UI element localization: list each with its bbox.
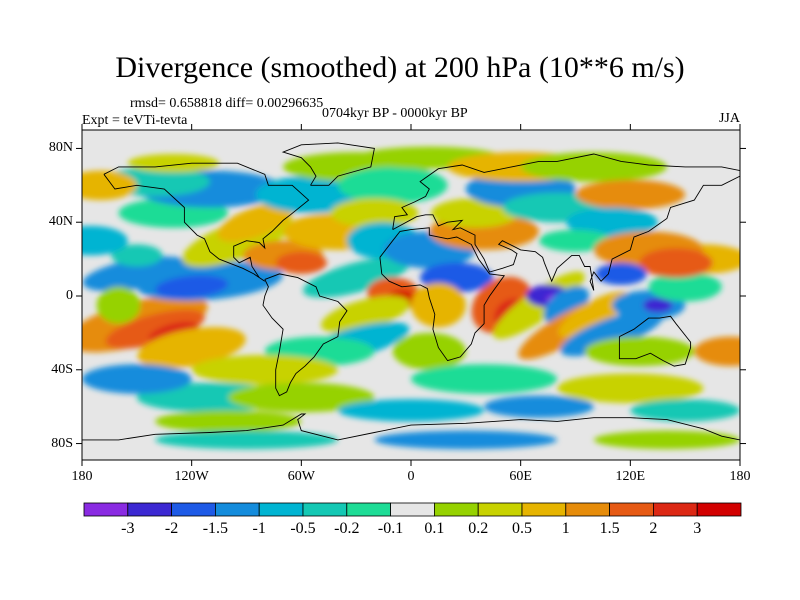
colorbar-label: 0.2 xyxy=(468,520,489,537)
divergence-blob xyxy=(337,399,485,422)
colorbar-label: 0.1 xyxy=(424,520,445,537)
colorbar-swatch xyxy=(653,502,698,517)
coastline-south-america xyxy=(262,273,348,397)
coastline-north-america xyxy=(103,162,310,282)
divergence-blob xyxy=(321,295,410,333)
coastlines xyxy=(82,142,740,441)
colorbar-swatch xyxy=(258,502,304,517)
divergence-blob xyxy=(630,399,740,422)
divergence-blob xyxy=(217,202,294,242)
period-label: 0704kyr BP - 0000kyr BP xyxy=(322,106,468,121)
divergence-blob xyxy=(228,382,375,413)
lat-tick-label: 80S xyxy=(51,435,73,451)
coastline-eurasia xyxy=(392,153,740,291)
colorbar-label: -2 xyxy=(164,520,179,537)
colorbar-swatch xyxy=(214,502,260,517)
divergence-blob xyxy=(155,275,229,299)
coastline-greenland xyxy=(281,142,375,186)
statistics-label: rmsd= 0.658818 diff= 0.00296635 xyxy=(130,96,324,111)
colorbar-swatch xyxy=(609,502,654,517)
divergence-blob xyxy=(558,291,630,338)
colorbar-swatch xyxy=(127,502,173,517)
divergence-blob xyxy=(82,364,192,394)
colorbar-swatch xyxy=(171,502,216,517)
divergence-blob xyxy=(643,297,673,313)
lon-tick-label: 60E xyxy=(509,469,532,484)
divergence-blob xyxy=(275,251,327,274)
divergence-blob xyxy=(595,262,647,285)
divergence-blob xyxy=(484,395,594,418)
divergence-blob xyxy=(648,272,722,302)
divergence-blob xyxy=(520,152,667,182)
colorbar-swatch xyxy=(346,502,391,517)
divergence-blob xyxy=(105,309,205,349)
divergence-blob xyxy=(155,410,302,433)
map-title: Divergence (smoothed) at 200 hPa (10**6 … xyxy=(115,51,685,84)
divergence-blob xyxy=(82,170,137,201)
divergence-blob xyxy=(584,336,695,367)
divergence-blob xyxy=(560,309,664,357)
lat-tick-label: 40N xyxy=(48,214,73,230)
lon-tick-label: 120E xyxy=(615,469,646,484)
divergence-field xyxy=(82,130,740,460)
divergence-blob xyxy=(155,430,338,450)
axis-ticks xyxy=(76,124,746,466)
divergence-blob xyxy=(538,229,613,252)
colorbar-label: 1 xyxy=(561,520,570,537)
colorbar-swatch xyxy=(390,502,435,517)
lon-tick-label: 60W xyxy=(287,469,315,484)
colorbar-swatch xyxy=(83,502,129,517)
divergence-blob xyxy=(191,355,338,385)
coastline-antarctica xyxy=(82,413,740,441)
divergence-blob xyxy=(411,364,558,394)
colorbar xyxy=(83,502,742,517)
divergence-blob xyxy=(639,248,713,278)
season-label: JJA xyxy=(718,111,740,126)
divergence-blob xyxy=(111,244,163,267)
divergence-blob xyxy=(411,283,466,328)
colorbar-label: -0.5 xyxy=(290,520,316,537)
coastline-australia xyxy=(618,315,692,367)
colorbar-swatch xyxy=(521,502,567,517)
divergence-blob xyxy=(82,225,128,256)
colorbar-swatch xyxy=(477,502,523,517)
colorbar-label: -1.5 xyxy=(202,520,229,537)
divergence-blob xyxy=(303,257,410,298)
lon-tick-label: 0 xyxy=(407,469,415,484)
divergence-blob xyxy=(392,332,466,370)
colorbar-label: -0.2 xyxy=(334,520,360,537)
colorbar-label: 0.5 xyxy=(512,520,532,537)
colorbar-label: 1.5 xyxy=(599,520,620,537)
colorbar-label: -1 xyxy=(252,520,266,537)
experiment-label: Expt = teVTi-tevta xyxy=(82,113,188,128)
colorbar-label: -0.1 xyxy=(377,520,404,537)
divergence-blob xyxy=(575,179,686,210)
divergence-blob xyxy=(374,430,558,450)
colorbar-label: -3 xyxy=(121,520,135,537)
divergence-blob xyxy=(593,430,740,450)
divergence-blob xyxy=(337,166,448,204)
divergence-blob xyxy=(96,286,141,324)
divergence-blob xyxy=(557,373,704,403)
lat-tick-label: 40S xyxy=(51,361,73,377)
lon-tick-label: 180 xyxy=(71,469,93,484)
colorbar-swatch xyxy=(433,502,479,517)
lon-tick-label: 120W xyxy=(174,469,209,484)
divergence-blob xyxy=(82,256,191,292)
divergence-blob xyxy=(127,153,220,173)
colorbar-label: 2 xyxy=(649,520,658,537)
lon-tick-label: 180 xyxy=(729,469,751,484)
divergence-blob xyxy=(694,336,740,367)
divergence-blob xyxy=(330,198,419,228)
lat-tick-label: 80N xyxy=(48,140,73,156)
divergence-blob xyxy=(566,207,658,237)
colorbar-swatch xyxy=(302,502,348,517)
lat-tick-label: 0 xyxy=(66,288,73,303)
colorbar-swatch xyxy=(565,502,610,517)
divergence-blob xyxy=(137,327,246,369)
colorbar-label: 3 xyxy=(693,520,702,537)
colorbar-swatch xyxy=(696,502,742,517)
coastline-africa xyxy=(379,227,506,362)
